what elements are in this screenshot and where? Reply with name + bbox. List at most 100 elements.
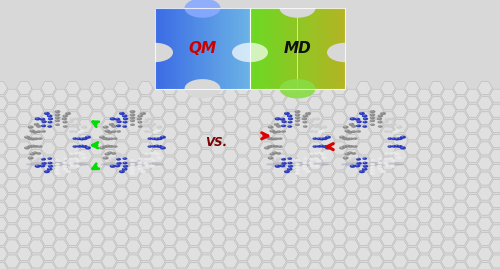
Polygon shape: [478, 202, 492, 215]
Circle shape: [78, 145, 79, 146]
Polygon shape: [284, 142, 298, 155]
Circle shape: [35, 123, 37, 124]
Circle shape: [42, 162, 47, 165]
Circle shape: [295, 163, 300, 166]
Polygon shape: [138, 82, 153, 95]
Circle shape: [356, 125, 361, 127]
Polygon shape: [0, 157, 8, 170]
Circle shape: [398, 157, 400, 158]
Polygon shape: [441, 134, 456, 147]
Circle shape: [36, 118, 38, 119]
Circle shape: [102, 145, 108, 148]
Bar: [160, 8, 162, 89]
Circle shape: [138, 165, 140, 166]
Polygon shape: [344, 134, 359, 147]
Polygon shape: [272, 210, 286, 223]
Polygon shape: [90, 127, 104, 140]
Circle shape: [295, 116, 300, 119]
Polygon shape: [259, 232, 274, 245]
Polygon shape: [150, 165, 165, 178]
Circle shape: [371, 159, 372, 160]
Polygon shape: [259, 247, 274, 260]
Circle shape: [288, 168, 290, 169]
Circle shape: [152, 160, 154, 161]
Polygon shape: [296, 104, 310, 117]
Circle shape: [344, 126, 346, 127]
Polygon shape: [344, 150, 359, 162]
Polygon shape: [0, 263, 8, 269]
Bar: [217, 8, 219, 89]
Circle shape: [30, 137, 36, 140]
Circle shape: [116, 162, 122, 165]
Circle shape: [362, 157, 367, 160]
Polygon shape: [78, 119, 92, 132]
Polygon shape: [368, 195, 384, 208]
Circle shape: [117, 153, 119, 154]
Polygon shape: [65, 142, 80, 155]
Circle shape: [150, 130, 152, 132]
Polygon shape: [174, 210, 190, 223]
Circle shape: [150, 123, 156, 126]
Polygon shape: [138, 112, 153, 125]
Circle shape: [116, 120, 122, 123]
Circle shape: [364, 118, 366, 119]
Circle shape: [149, 152, 154, 155]
Bar: [196, 8, 198, 89]
Polygon shape: [114, 112, 129, 125]
Circle shape: [145, 158, 147, 159]
Circle shape: [282, 162, 284, 163]
Circle shape: [150, 165, 152, 166]
Circle shape: [310, 130, 312, 131]
Polygon shape: [126, 104, 141, 117]
Circle shape: [138, 121, 142, 123]
Bar: [316, 8, 319, 89]
Circle shape: [25, 136, 28, 137]
Circle shape: [145, 130, 146, 131]
Circle shape: [38, 137, 40, 139]
Circle shape: [29, 126, 31, 127]
Polygon shape: [320, 119, 335, 132]
Polygon shape: [162, 263, 178, 269]
Circle shape: [108, 131, 112, 134]
Circle shape: [116, 118, 118, 119]
Circle shape: [346, 153, 348, 154]
Circle shape: [86, 147, 88, 148]
Circle shape: [296, 166, 298, 167]
Polygon shape: [296, 165, 310, 178]
Polygon shape: [417, 180, 432, 193]
Circle shape: [34, 137, 38, 140]
Circle shape: [144, 121, 146, 122]
Polygon shape: [126, 89, 141, 102]
Circle shape: [45, 170, 47, 171]
Circle shape: [354, 118, 360, 121]
Polygon shape: [404, 263, 419, 269]
Polygon shape: [162, 172, 178, 185]
Polygon shape: [29, 104, 44, 117]
Circle shape: [69, 152, 74, 155]
Circle shape: [78, 151, 82, 154]
Polygon shape: [453, 263, 468, 269]
Circle shape: [112, 137, 117, 140]
Circle shape: [272, 151, 278, 154]
Polygon shape: [392, 225, 407, 238]
Circle shape: [358, 121, 360, 122]
Polygon shape: [150, 89, 165, 102]
Polygon shape: [380, 187, 396, 200]
Circle shape: [370, 116, 375, 119]
Polygon shape: [320, 240, 335, 253]
Circle shape: [62, 117, 67, 120]
Polygon shape: [114, 142, 129, 155]
Circle shape: [41, 118, 43, 119]
Polygon shape: [198, 119, 214, 132]
Circle shape: [42, 162, 44, 163]
Polygon shape: [296, 180, 310, 193]
Circle shape: [76, 123, 78, 124]
Polygon shape: [90, 97, 104, 110]
Polygon shape: [174, 165, 190, 178]
Polygon shape: [247, 240, 262, 253]
Bar: [226, 8, 228, 89]
Circle shape: [69, 125, 74, 127]
Circle shape: [232, 43, 268, 62]
Polygon shape: [453, 202, 468, 215]
Circle shape: [284, 112, 290, 115]
